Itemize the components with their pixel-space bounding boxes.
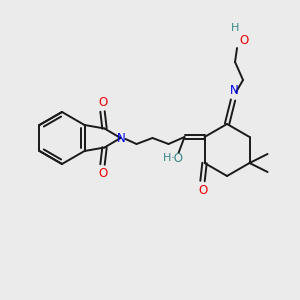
Text: O: O: [98, 96, 107, 109]
Text: N: N: [230, 85, 239, 98]
Text: O: O: [198, 184, 207, 196]
Text: ·O: ·O: [171, 152, 184, 164]
Text: H: H: [163, 153, 172, 163]
Text: O: O: [98, 167, 107, 180]
Text: H: H: [231, 23, 239, 33]
Text: O: O: [239, 34, 249, 46]
Text: N: N: [117, 131, 126, 145]
